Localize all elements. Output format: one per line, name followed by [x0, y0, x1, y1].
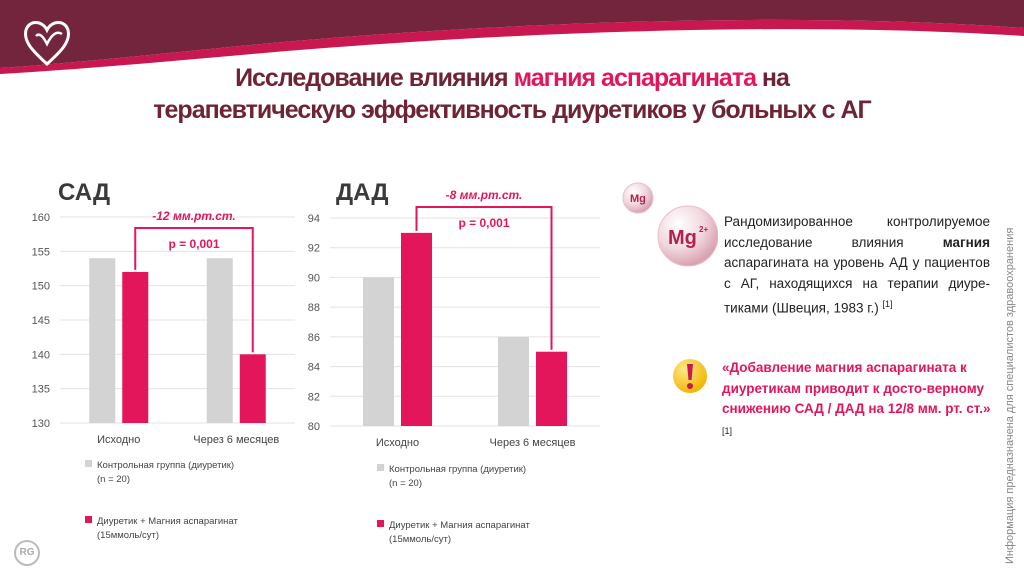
dad-p-value-label: p = 0,001 — [458, 216, 509, 230]
rg-logo-icon: RG — [14, 540, 40, 566]
dad-y-tick-label: 88 — [308, 302, 320, 314]
sad-legend-label-line2: (15ммоль/сут) — [97, 530, 159, 541]
dad-y-tick-label: 84 — [308, 362, 320, 374]
sad-legend-swatch — [85, 516, 92, 523]
dad-y-tick-label: 94 — [308, 213, 320, 225]
exclamation-icon — [673, 359, 707, 393]
dad-chart-title: ДАД — [336, 179, 388, 206]
heart-logo-icon — [24, 21, 70, 67]
dad-legend-swatch — [377, 464, 384, 471]
dad-legend-label: Диуретик + Магния аспарагинат — [389, 520, 531, 531]
dad-x-tick-label: Через 6 месяцев — [490, 437, 576, 449]
header-banner — [0, 0, 1024, 74]
sad-legend-swatch — [85, 460, 92, 467]
dad-delta-label: -8 мм.рт.ст. — [446, 188, 523, 202]
sad-bar-treatment — [239, 354, 266, 423]
dad-significance-bracket — [415, 206, 553, 350]
dad-y-tick-label: 80 — [308, 421, 320, 433]
dad-y-tick-label: 86 — [308, 332, 320, 344]
dad-y-tick-label: 92 — [308, 243, 320, 255]
sad-p-value-label: p = 0,001 — [168, 237, 219, 251]
sad-significance-bracket — [134, 227, 254, 353]
sad-y-tick-label: 160 — [32, 212, 50, 224]
side-note: Информация предназначена для специалисто… — [1004, 227, 1016, 564]
sad-legend-label-line2: (n = 20) — [97, 474, 130, 485]
dad-bar-control — [498, 336, 529, 426]
sad-y-tick-label: 145 — [32, 315, 50, 327]
dad-bar-treatment — [536, 351, 567, 426]
dad-y-tick-label: 82 — [308, 391, 320, 403]
dad-bar-treatment — [401, 232, 432, 426]
sad-delta-label: -12 мм.рт.ст. — [152, 209, 235, 223]
sad-y-tick-label: 130 — [32, 418, 50, 430]
sad-legend-label: Диуретик + Магния аспарагинат — [97, 516, 239, 527]
sad-x-tick-label: Исходно — [97, 434, 140, 446]
sad-bar-control — [206, 258, 233, 423]
sad-y-tick-label: 150 — [32, 281, 50, 293]
key-finding-quote: «Добавление магния аспарагината к диурет… — [722, 360, 991, 436]
svg-text:2+: 2+ — [699, 225, 708, 234]
svg-text:Mg: Mg — [668, 227, 697, 249]
page-title-line-2: терапевтическую эффективность диуретиков… — [153, 96, 871, 124]
dad-y-tick-label: 90 — [308, 272, 320, 284]
sad-bar-treatment — [122, 271, 149, 423]
sad-y-tick-label: 140 — [32, 349, 50, 361]
page-title-line-1: Исследование влияния магния аспарагината… — [235, 64, 790, 92]
chart-sad: САД 130 135 140 145 150 155 160 Исходно Через 6 м… — [32, 179, 295, 541]
study-description: Рандомизированное контролируемое исследо… — [724, 214, 990, 316]
sad-y-tick-label: 155 — [32, 246, 50, 258]
dad-legend-label-line2: (15ммоль/сут) — [389, 534, 451, 545]
sad-y-tick-label: 135 — [32, 384, 50, 396]
dad-legend-label-line2: (n = 20) — [389, 478, 422, 489]
chart-dad: ДАД 80 82 84 86 88 90 92 94 Исходно Через 6 месяце… — [308, 179, 600, 545]
dad-x-tick-label: Исходно — [376, 437, 419, 449]
magnesium-ion-icon: Mg Mg 2+ — [622, 182, 718, 267]
sad-x-tick-label: Через 6 месяцев — [193, 434, 279, 446]
sad-chart-title: САД — [58, 179, 110, 206]
svg-text:Mg: Mg — [630, 193, 646, 205]
sad-legend-label: Контрольная группа (диуретик) — [97, 460, 234, 471]
dad-legend-label: Контрольная группа (диуретик) — [389, 464, 526, 475]
dad-legend-swatch — [377, 520, 384, 527]
dad-bar-control — [363, 277, 394, 426]
sad-bar-control — [89, 258, 116, 423]
